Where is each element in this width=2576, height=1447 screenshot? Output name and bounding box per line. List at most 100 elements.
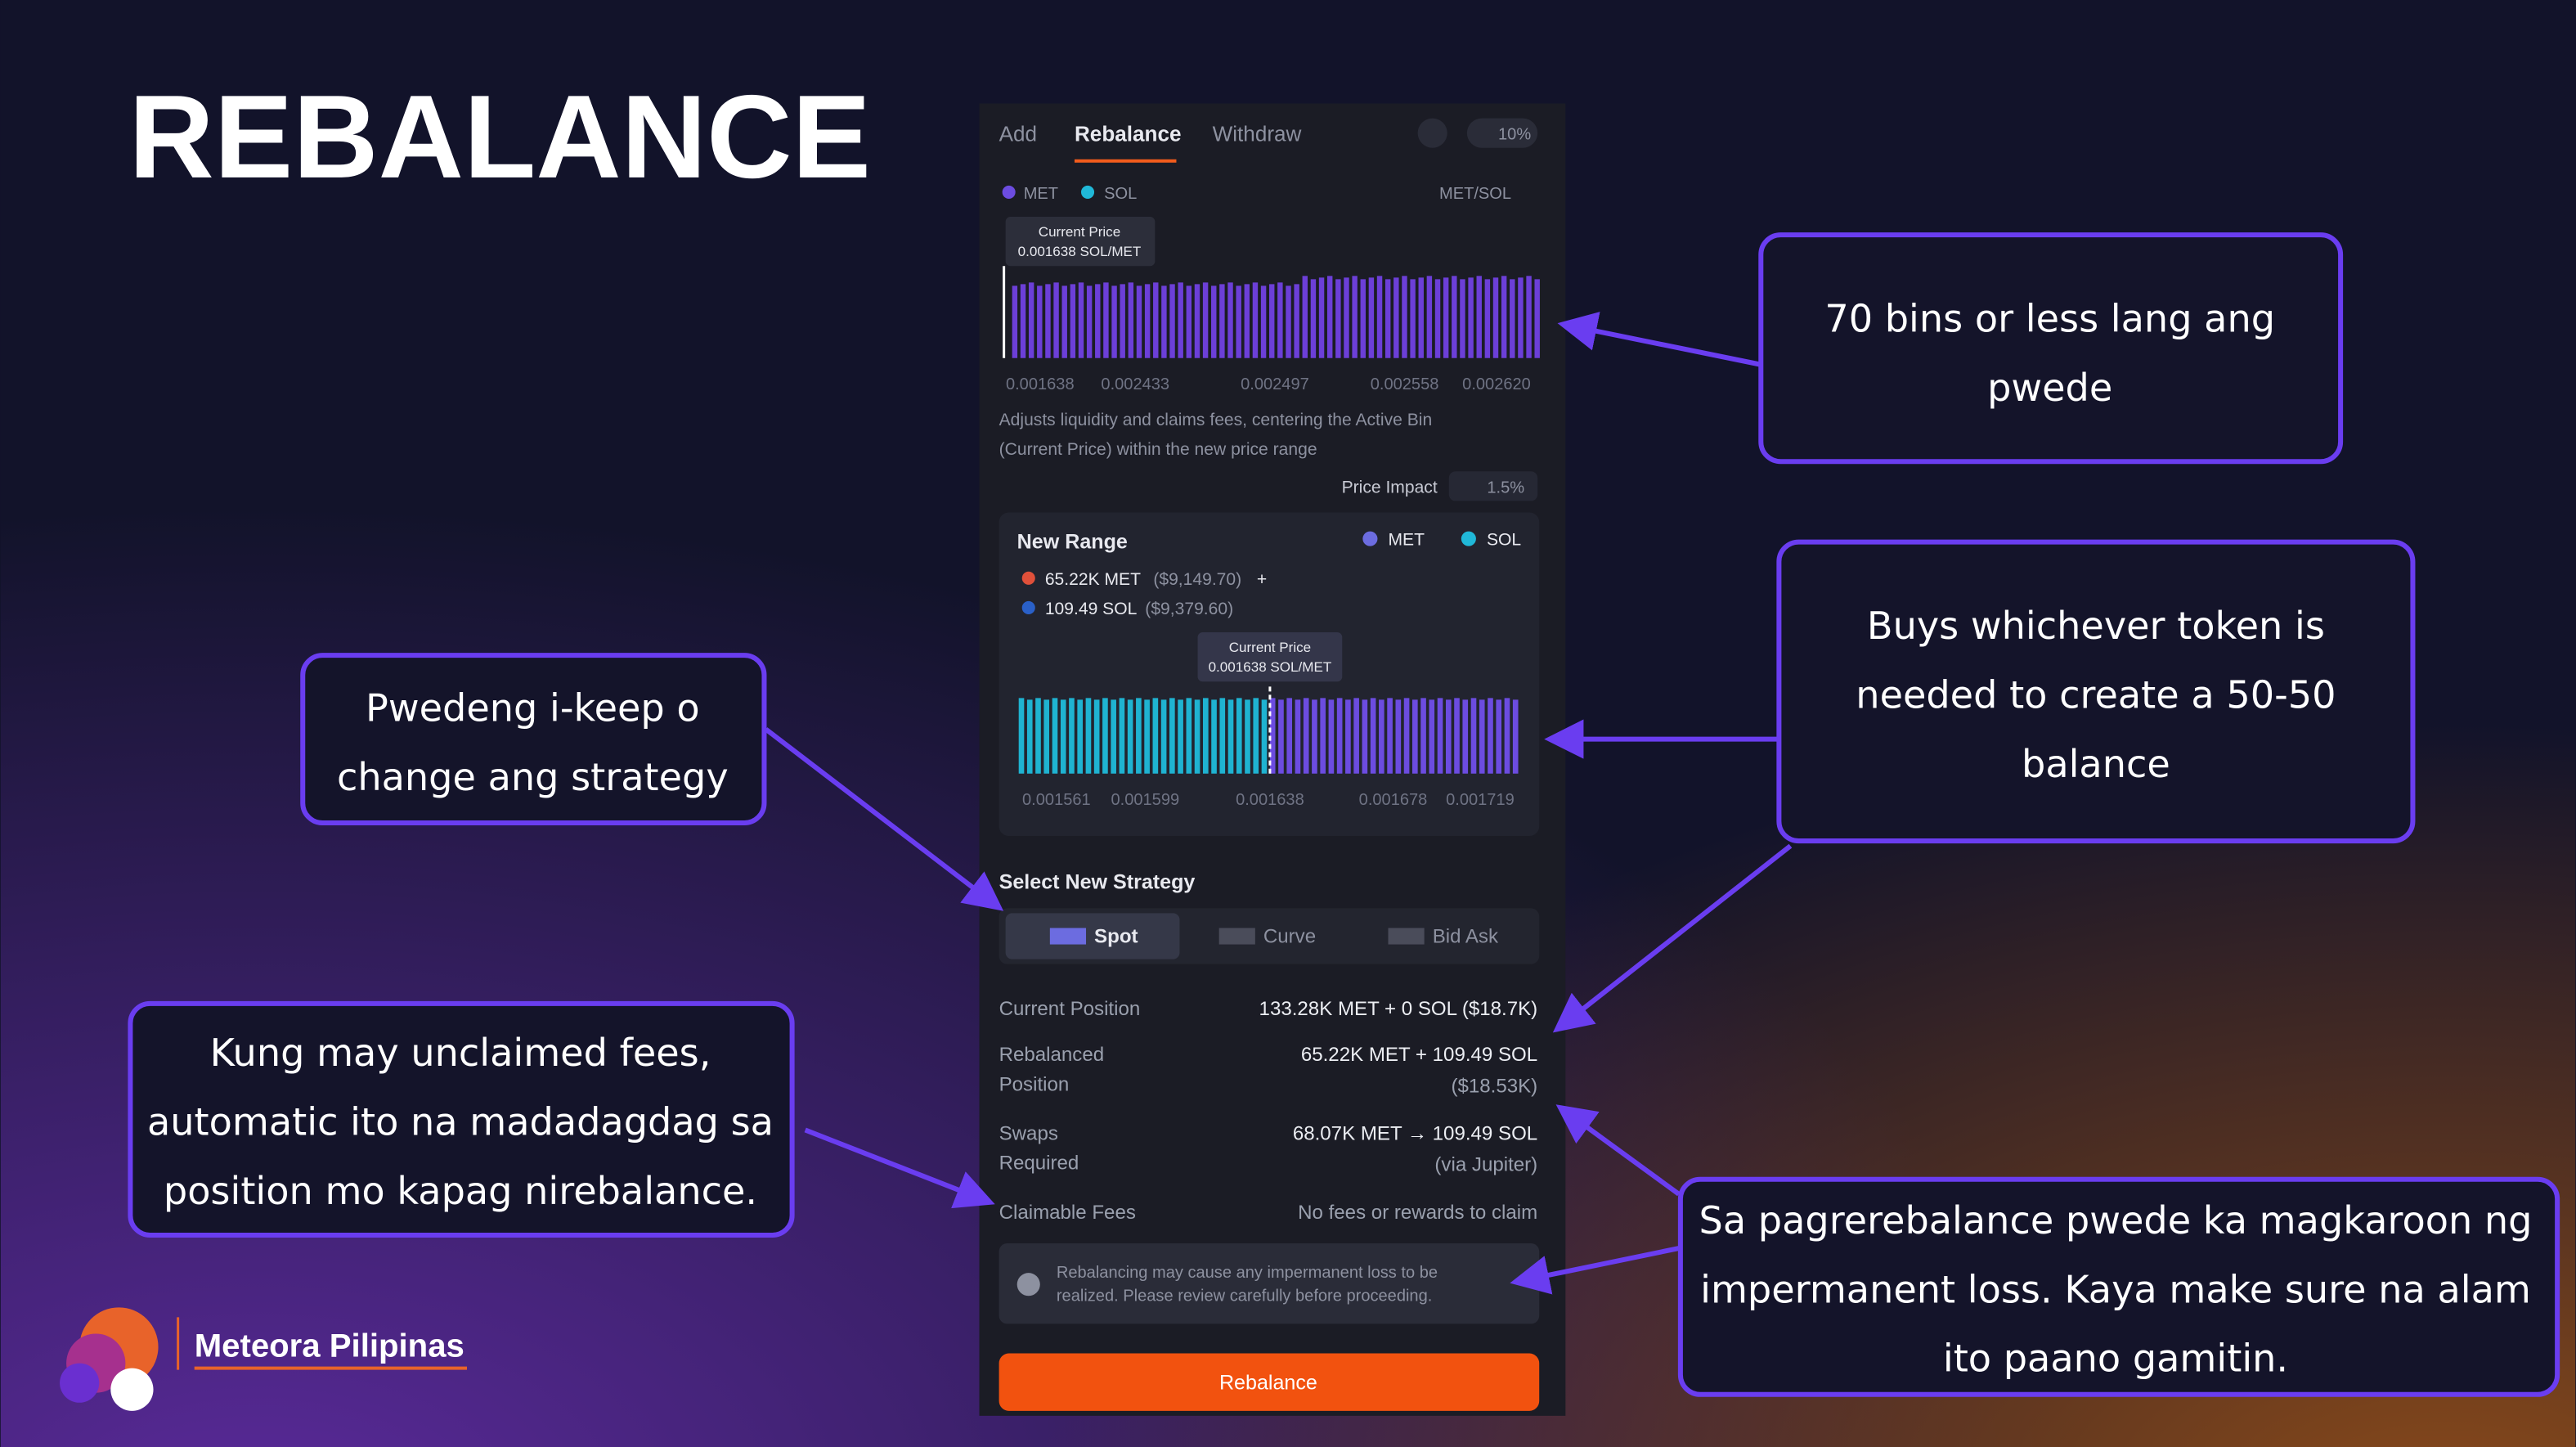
- bin: [1211, 285, 1217, 358]
- row-label: Current Position: [999, 998, 1141, 1020]
- bin: [1102, 698, 1108, 774]
- plus: +: [1257, 570, 1267, 589]
- bin: [1295, 699, 1301, 774]
- bin: [1452, 276, 1457, 358]
- row-value: (via Jupiter): [1434, 1154, 1537, 1176]
- legend-label: MET: [1024, 185, 1058, 203]
- axis-label: 0.002620: [1462, 375, 1531, 393]
- bin: [1518, 277, 1524, 358]
- logo-shape: [60, 1363, 100, 1403]
- strategy-option[interactable]: Curve: [1263, 926, 1316, 948]
- rebalance-button[interactable]: [999, 1353, 1540, 1411]
- arrow: [1510, 1246, 1680, 1295]
- row-value: 68.07K MET → 109.49 SOL: [1293, 1123, 1537, 1145]
- pair[interactable]: MET/SOL: [1439, 185, 1511, 203]
- callout-box: [1758, 232, 2344, 465]
- row-label: Required: [999, 1153, 1079, 1175]
- refresh-button[interactable]: [1417, 118, 1447, 148]
- axis-label: 0.001599: [1111, 791, 1179, 809]
- bin: [1120, 284, 1125, 358]
- bin: [1269, 284, 1275, 358]
- bin: [1093, 699, 1100, 774]
- tab[interactable]: Withdraw: [1213, 122, 1302, 146]
- bin: [1395, 699, 1402, 774]
- bin: [1353, 698, 1359, 774]
- bin: [1078, 282, 1084, 358]
- arrow: [764, 727, 1004, 911]
- warning-text: realized. Please review carefully before…: [1057, 1287, 1432, 1305]
- bin: [1043, 699, 1050, 774]
- bin: [1302, 276, 1308, 358]
- arrow: [1557, 312, 1761, 367]
- bin: [1336, 698, 1343, 774]
- bin: [1418, 277, 1424, 358]
- bin: [1136, 285, 1142, 358]
- tab-active[interactable]: Rebalance: [1075, 122, 1182, 146]
- bin: [1186, 285, 1192, 358]
- callout-text: ito paano gamitin.: [1943, 1337, 2288, 1381]
- token-icon: [1021, 571, 1035, 585]
- bin: [1060, 699, 1066, 774]
- bin: [1501, 276, 1507, 358]
- callout-text: 70 bins or less lang ang: [1824, 297, 2275, 341]
- bin: [1445, 699, 1452, 774]
- bin: [1119, 698, 1125, 774]
- tooltip-value: 0.001638 SOL/MET: [1018, 244, 1142, 259]
- bin: [1484, 279, 1491, 358]
- bin: [1312, 699, 1317, 774]
- bin: [1227, 699, 1234, 774]
- row-value: 65.22K MET + 109.49 SOL: [1301, 1044, 1537, 1066]
- axis-label: 0.001561: [1022, 791, 1091, 809]
- callout-box: [1776, 539, 2416, 844]
- bin: [1496, 699, 1502, 774]
- warning-box: [999, 1243, 1540, 1324]
- bin: [1253, 698, 1259, 774]
- callout-box: [300, 653, 767, 825]
- bin: [1504, 698, 1510, 774]
- bin: [1286, 698, 1293, 774]
- bin: [1429, 699, 1435, 774]
- bin-chart: [1012, 276, 1540, 358]
- new-range-title: New Range: [1017, 531, 1128, 554]
- rebalance-panel: Add Rebalance Withdraw 10% MET SOL MET/S…: [979, 103, 1566, 1416]
- slide-title: REBALANCE: [128, 70, 871, 203]
- callout-text: Sa pagrerebalance pwede ka magkaroon ng: [1699, 1198, 2533, 1243]
- bin: [1476, 276, 1482, 358]
- bin: [1510, 279, 1515, 358]
- bin: [1434, 279, 1441, 358]
- row-value: ($18.53K): [1451, 1075, 1537, 1097]
- callout-box: [1677, 1176, 2560, 1397]
- axis-label: 0.001638: [1236, 791, 1304, 809]
- bin: [1026, 699, 1033, 774]
- bin: [1018, 698, 1025, 774]
- price-impact-box: [1448, 471, 1538, 501]
- callout-text: position mo kapag nirebalance.: [164, 1169, 757, 1213]
- row-label: Claimable Fees: [999, 1202, 1136, 1224]
- bin: [1161, 285, 1167, 358]
- bin: [1186, 698, 1192, 774]
- axis-label: 0.002433: [1101, 375, 1169, 393]
- bin: [1479, 699, 1485, 774]
- sol-amount: 109.49 SOL: [1045, 600, 1138, 618]
- bin: [1194, 699, 1200, 774]
- bin: [1310, 279, 1317, 358]
- legend-dot: [1002, 185, 1016, 199]
- bin: [1420, 698, 1426, 774]
- strategy-option[interactable]: Bid Ask: [1433, 926, 1499, 948]
- callout-text: Pwedeng i-keep o: [366, 685, 700, 730]
- bin: [1443, 277, 1449, 358]
- bin: [1326, 276, 1333, 358]
- callout-text: impermanent loss. Kaya make sure na alam: [1700, 1267, 2531, 1311]
- tab[interactable]: Add: [999, 122, 1037, 146]
- strategy-option[interactable]: Spot: [1094, 926, 1138, 948]
- bin: [1393, 277, 1399, 358]
- bin: [1169, 698, 1175, 774]
- slippage-button[interactable]: [1466, 118, 1538, 148]
- tab-underline: [1074, 159, 1177, 163]
- bin: [1352, 276, 1358, 358]
- bin: [1052, 698, 1058, 774]
- bin: [1070, 284, 1076, 358]
- summary-rows: Current Position 133.28K MET + 0 SOL ($18…: [999, 998, 1538, 1224]
